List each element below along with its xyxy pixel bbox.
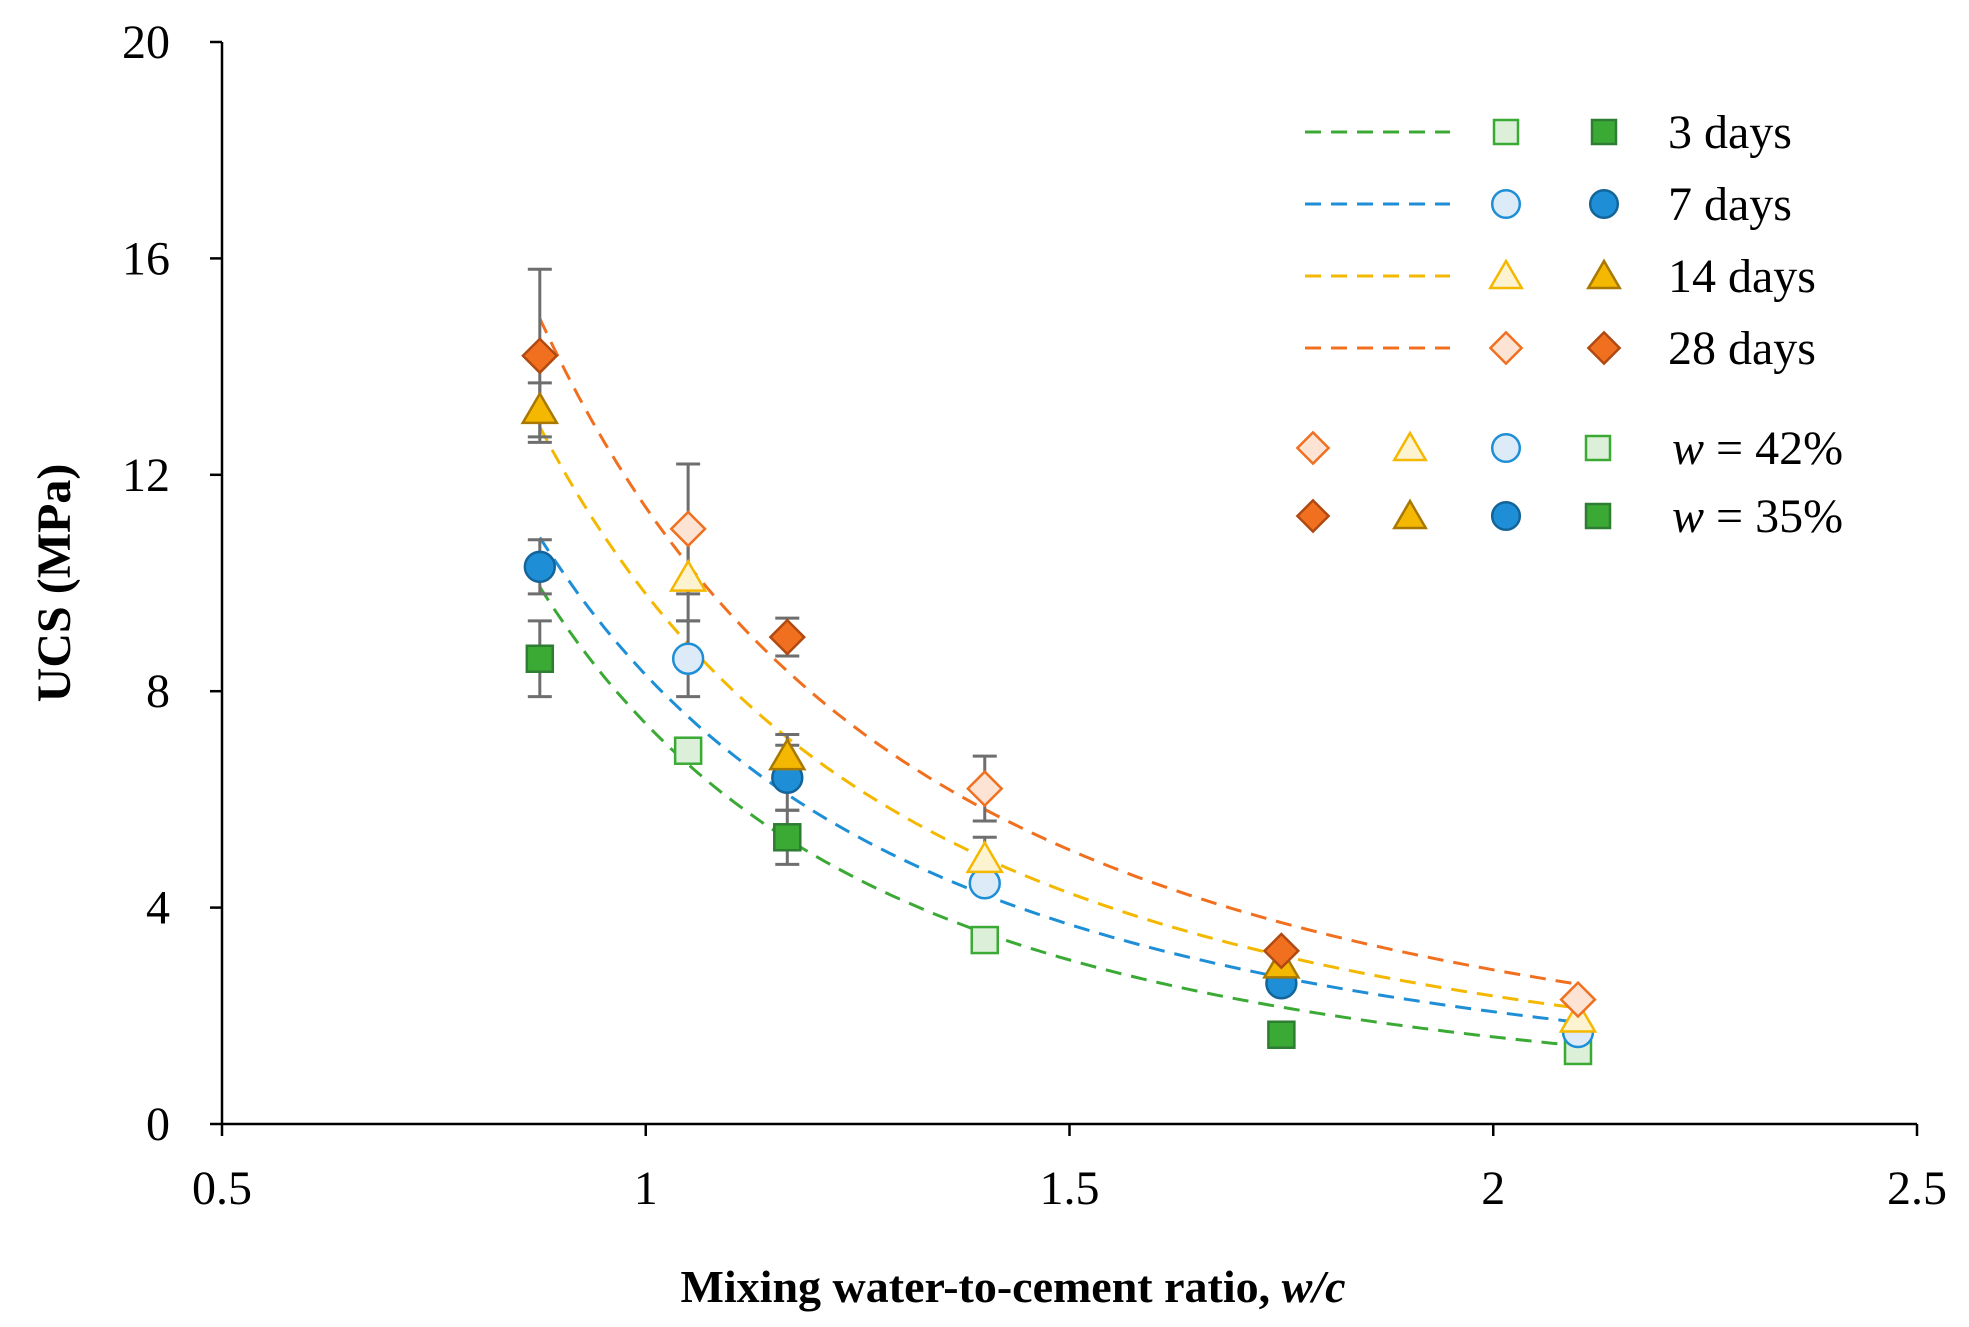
legend-w-marker-d3-open	[1584, 434, 1612, 462]
point-d7-w35	[523, 550, 557, 583]
point-d7-w42	[671, 642, 705, 675]
point-d14-w42	[965, 840, 1004, 874]
legend-marker-open-d14	[1488, 258, 1524, 290]
x-axis-label-var: w/c	[1282, 1261, 1346, 1312]
y-tick-label: 0	[146, 1098, 170, 1151]
legend-marker-filled-d7	[1588, 188, 1620, 220]
y-tick-label: 20	[122, 16, 170, 69]
data-markers	[520, 337, 1598, 1066]
x-tick-label: 1	[634, 1162, 658, 1215]
point-d14-w42	[668, 558, 708, 592]
legend-w-marker-d7-open	[1490, 432, 1522, 464]
legend-w-label-35: w = 35%	[1672, 490, 1843, 543]
legend-w-marker-d14-filled	[1392, 498, 1428, 530]
y-tick-label: 8	[146, 665, 170, 718]
legend-w-marker-d3-filled	[1584, 502, 1612, 530]
point-d28-w35	[521, 337, 559, 375]
point-d28-w35	[1262, 932, 1301, 970]
point-d3-w42	[970, 925, 999, 955]
legend-w-marker-d28-open	[1295, 430, 1331, 466]
legend-label-d7: 7 days	[1668, 178, 1792, 231]
point-d28-w42	[669, 510, 707, 548]
legend-marker-open-d7	[1490, 188, 1522, 220]
y-axis-label: UCS (MPa)	[28, 464, 81, 703]
legend-label-d14: 14 days	[1668, 250, 1816, 303]
legend-w-marker-d7-filled	[1490, 500, 1522, 532]
axes	[220, 42, 1917, 1126]
point-d3-w35	[773, 823, 802, 852]
point-d3-w42	[673, 736, 703, 765]
legend-label-d3: 3 days	[1668, 106, 1792, 159]
legend-marker-open-d3	[1492, 118, 1520, 146]
legend-label-d28: 28 days	[1668, 322, 1816, 375]
y-tick-label: 16	[122, 232, 170, 285]
legend-w-label-42: w = 42%	[1672, 422, 1843, 475]
legend-marker-filled-d3	[1590, 118, 1618, 146]
legend-w-value: = 42%	[1704, 422, 1843, 475]
x-tick-label: 1.5	[1040, 1162, 1100, 1215]
legend-w-var: w	[1672, 490, 1704, 543]
point-d28-w35	[768, 618, 806, 656]
fit-curve-d28	[538, 317, 1579, 986]
point-d3-w35	[1267, 1020, 1296, 1049]
point-d3-w35	[525, 644, 555, 673]
legend-w-var: w	[1672, 422, 1704, 475]
legend-w-marker-d14-open	[1392, 430, 1428, 462]
y-tick-label: 4	[146, 882, 170, 935]
fit-curve-d14	[538, 426, 1579, 1010]
error-bars	[527, 267, 997, 883]
fit-curve-d7	[538, 536, 1579, 1024]
point-d28-w42	[966, 769, 1004, 808]
point-d14-w35	[520, 391, 560, 425]
x-tick-label: 2	[1481, 1162, 1505, 1215]
ticks: 0.5 1 1.5 2 2.5 0 4 8 12 16 20	[122, 16, 1947, 1215]
fit-curves	[538, 317, 1579, 1048]
legend-marker-filled-d14	[1586, 258, 1622, 290]
y-tick-label: 12	[122, 449, 170, 502]
x-tick-label: 2.5	[1887, 1162, 1947, 1215]
x-axis-label-main: Mixing water-to-cement ratio,	[680, 1261, 1281, 1312]
x-axis-label: Mixing water-to-cement ratio, w/c	[680, 1261, 1345, 1312]
x-tick-label: 0.5	[192, 1162, 252, 1215]
legend-marker-open-d28	[1488, 330, 1524, 366]
legend-w-marker-d28-filled	[1295, 498, 1331, 534]
point-d28-w42	[1559, 980, 1597, 1019]
fit-curve-d3	[538, 586, 1579, 1048]
legend-w-value: = 35%	[1704, 490, 1843, 543]
legend-marker-filled-d28	[1586, 330, 1622, 366]
point-d14-w35	[768, 737, 807, 771]
